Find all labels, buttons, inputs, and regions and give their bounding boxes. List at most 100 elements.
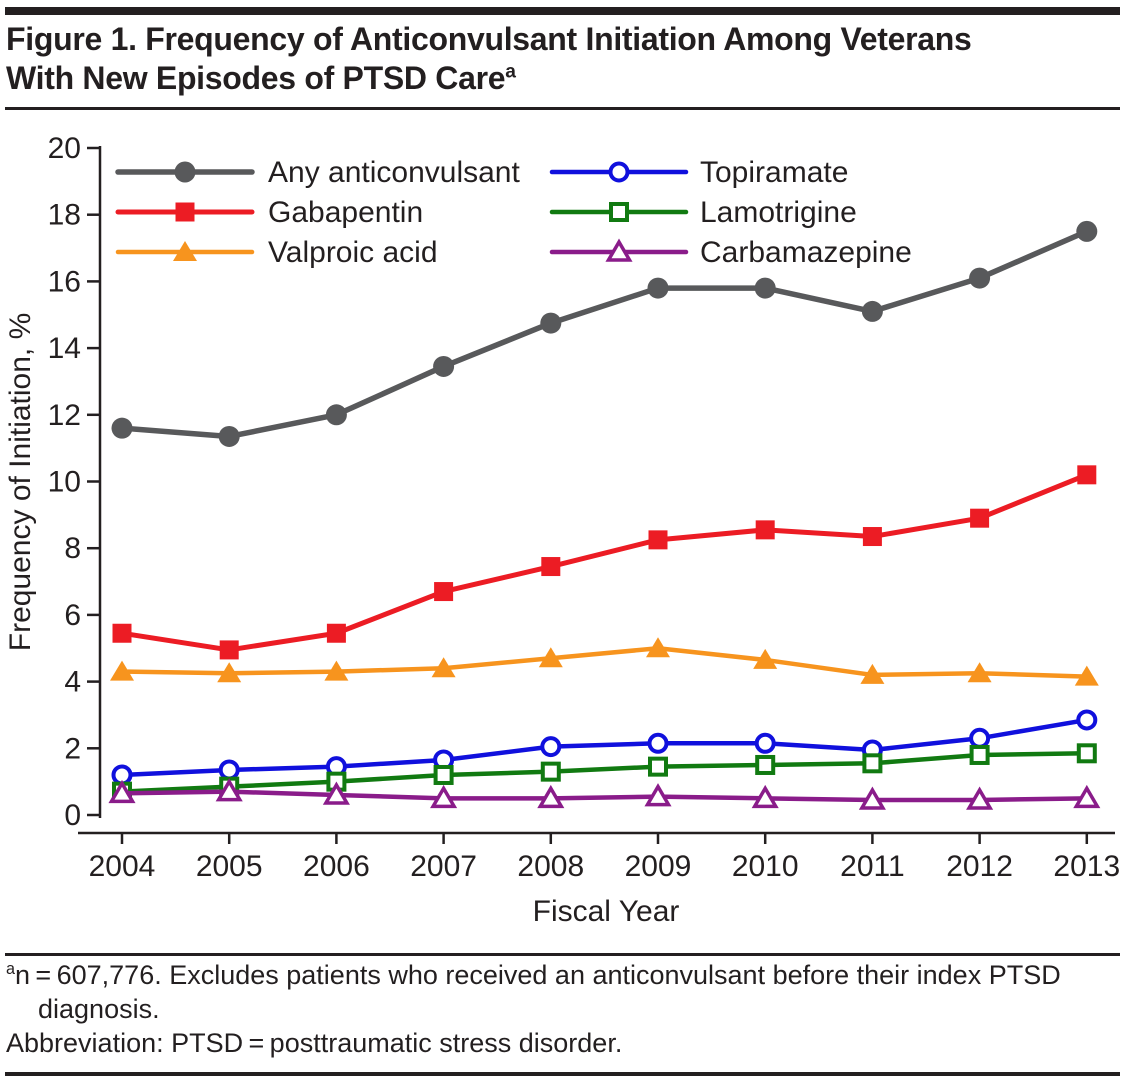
- marker-lamotrigine-2010: [755, 754, 776, 775]
- marker-lamotrigine-2012: [969, 744, 990, 765]
- y-tick-label: 14: [48, 332, 81, 365]
- x-tick-label: 2010: [732, 850, 799, 883]
- marker-lamotrigine-2007: [433, 764, 454, 785]
- footnote-abbreviation: Abbreviation: PTSD = posttraumatic stres…: [6, 1028, 623, 1058]
- legend-marker-lamotrigine: [609, 202, 629, 222]
- marker-carbamazepine-2007: [430, 784, 458, 809]
- marker-gabapentin-2011: [862, 527, 882, 547]
- marker-gabapentin-2005: [219, 640, 239, 660]
- legend-marker-any-anticonvulsant: [174, 161, 196, 183]
- legend-label-valproic-acid: Valproic acid: [268, 236, 438, 269]
- marker-carbamazepine-2008: [537, 784, 565, 809]
- bottom-rule: [5, 1072, 1120, 1076]
- y-tick-label: 4: [64, 666, 81, 699]
- x-axis-title: Fiscal Year: [533, 895, 680, 926]
- marker-topiramate-2005: [218, 759, 240, 781]
- legend-label-carbamazepine: Carbamazepine: [700, 236, 912, 269]
- marker-any-anticonvulsant-2009: [647, 277, 669, 299]
- marker-valproic-acid-2004: [110, 660, 134, 681]
- marker-any-anticonvulsant-2013: [1076, 220, 1098, 242]
- line-chart: 0 2 4 6 8 10 12 14 16 18 20 2004 2005 2006 2007 2008 200…: [4, 132, 1120, 928]
- marker-gabapentin-2006: [326, 623, 346, 643]
- marker-carbamazepine-2005: [215, 778, 243, 802]
- figure-title-line1: Figure 1. Frequency of Anticonvulsant In…: [6, 21, 972, 57]
- marker-valproic-acid-2008: [538, 647, 563, 668]
- y-tick-label: 20: [48, 132, 81, 165]
- marker-valproic-acid-2006: [324, 660, 349, 681]
- series-line-any-anticonvulsant: [119, 228, 1090, 440]
- footnotes: an = 607,776. Excludes patients who rece…: [6, 958, 1117, 1060]
- marker-carbamazepine-2006: [322, 781, 350, 805]
- y-tick-label: 18: [48, 199, 81, 232]
- marker-gabapentin-2009: [648, 530, 668, 550]
- marker-gabapentin-2008: [541, 557, 561, 577]
- figure-title-line2: With New Episodes of PTSD Care: [6, 60, 506, 96]
- footnote-note: an = 607,776. Excludes patients who rece…: [6, 958, 1117, 1026]
- legend-label-gabapentin: Gabapentin: [268, 196, 423, 229]
- legend-marker-gabapentin: [175, 202, 195, 222]
- x-tick-label: 2011: [840, 850, 905, 883]
- y-tick-label: 6: [64, 599, 81, 632]
- series-line-lamotrigine: [119, 751, 1090, 794]
- marker-topiramate-2010: [754, 732, 776, 754]
- x-tick-label: 2009: [625, 850, 692, 883]
- marker-any-anticonvulsant-2012: [969, 267, 991, 289]
- title-divider-rule: [5, 107, 1120, 110]
- series-line-carbamazepine: [119, 789, 1090, 803]
- x-tick-label: 2012: [946, 850, 1013, 883]
- marker-gabapentin-2004: [112, 623, 132, 643]
- marker-carbamazepine-2009: [644, 783, 672, 807]
- y-tick-label: 16: [48, 265, 81, 298]
- series-line-topiramate: [119, 717, 1090, 778]
- marker-topiramate-2009: [647, 732, 669, 754]
- footnote-superscript: a: [6, 960, 16, 978]
- marker-any-anticonvulsant-2006: [325, 404, 347, 426]
- marker-topiramate-2008: [540, 736, 562, 758]
- y-tick-label: 0: [64, 799, 81, 832]
- top-rule: [5, 7, 1120, 15]
- marker-valproic-acid-2013: [1074, 665, 1099, 686]
- marker-topiramate-2012: [969, 727, 991, 749]
- chart-area: 0 2 4 6 8 10 12 14 16 18 20 2004 2005 2006 2007 2008 200…: [0, 126, 1125, 928]
- x-tick-label: 2008: [517, 850, 584, 883]
- marker-valproic-acid-2012: [967, 662, 992, 683]
- y-tick-label: 10: [48, 466, 81, 499]
- footnote-divider-rule: [5, 953, 1120, 956]
- y-tick-label: 8: [64, 532, 81, 565]
- marker-lamotrigine-2013: [1076, 743, 1097, 764]
- marker-any-anticonvulsant-2005: [218, 425, 240, 447]
- legend-marker-carbamazepine: [605, 238, 633, 262]
- marker-gabapentin-2012: [970, 508, 990, 528]
- marker-valproic-acid-2010: [753, 648, 778, 669]
- marker-lamotrigine-2009: [648, 756, 668, 777]
- marker-carbamazepine-2004: [108, 779, 136, 804]
- marker-topiramate-2013: [1076, 709, 1098, 731]
- x-tick-label: 2006: [303, 850, 370, 883]
- series-line-gabapentin: [119, 472, 1090, 653]
- series-line-valproic-acid: [119, 646, 1090, 679]
- marker-gabapentin-2013: [1077, 465, 1097, 485]
- y-axis-title: Frequency of Initiation, %: [4, 313, 37, 652]
- marker-carbamazepine-2011: [858, 786, 886, 810]
- marker-valproic-acid-2007: [431, 657, 456, 678]
- legend-marker-topiramate: [608, 161, 630, 183]
- figure-title: Figure 1. Frequency of Anticonvulsant In…: [6, 20, 1119, 98]
- marker-carbamazepine-2012: [966, 786, 994, 810]
- legend-label-any-anticonvulsant: Any anticonvulsant: [268, 156, 520, 189]
- marker-lamotrigine-2011: [862, 753, 883, 774]
- marker-gabapentin-2007: [434, 582, 454, 602]
- figure-title-superscript: a: [505, 61, 516, 83]
- x-tick-label: 2013: [1053, 850, 1120, 883]
- marker-valproic-acid-2009: [646, 637, 670, 658]
- marker-any-anticonvulsant-2007: [433, 355, 455, 377]
- x-tick-label: 2004: [89, 850, 156, 883]
- marker-valproic-acid-2005: [217, 662, 242, 683]
- x-tick-label: 2005: [196, 850, 263, 883]
- marker-any-anticonvulsant-2004: [111, 417, 133, 439]
- x-tick-label: 2007: [410, 850, 477, 883]
- marker-valproic-acid-2011: [860, 663, 885, 684]
- y-tick-label: 12: [48, 399, 81, 432]
- marker-carbamazepine-2013: [1073, 784, 1101, 809]
- marker-any-anticonvulsant-2008: [540, 312, 562, 334]
